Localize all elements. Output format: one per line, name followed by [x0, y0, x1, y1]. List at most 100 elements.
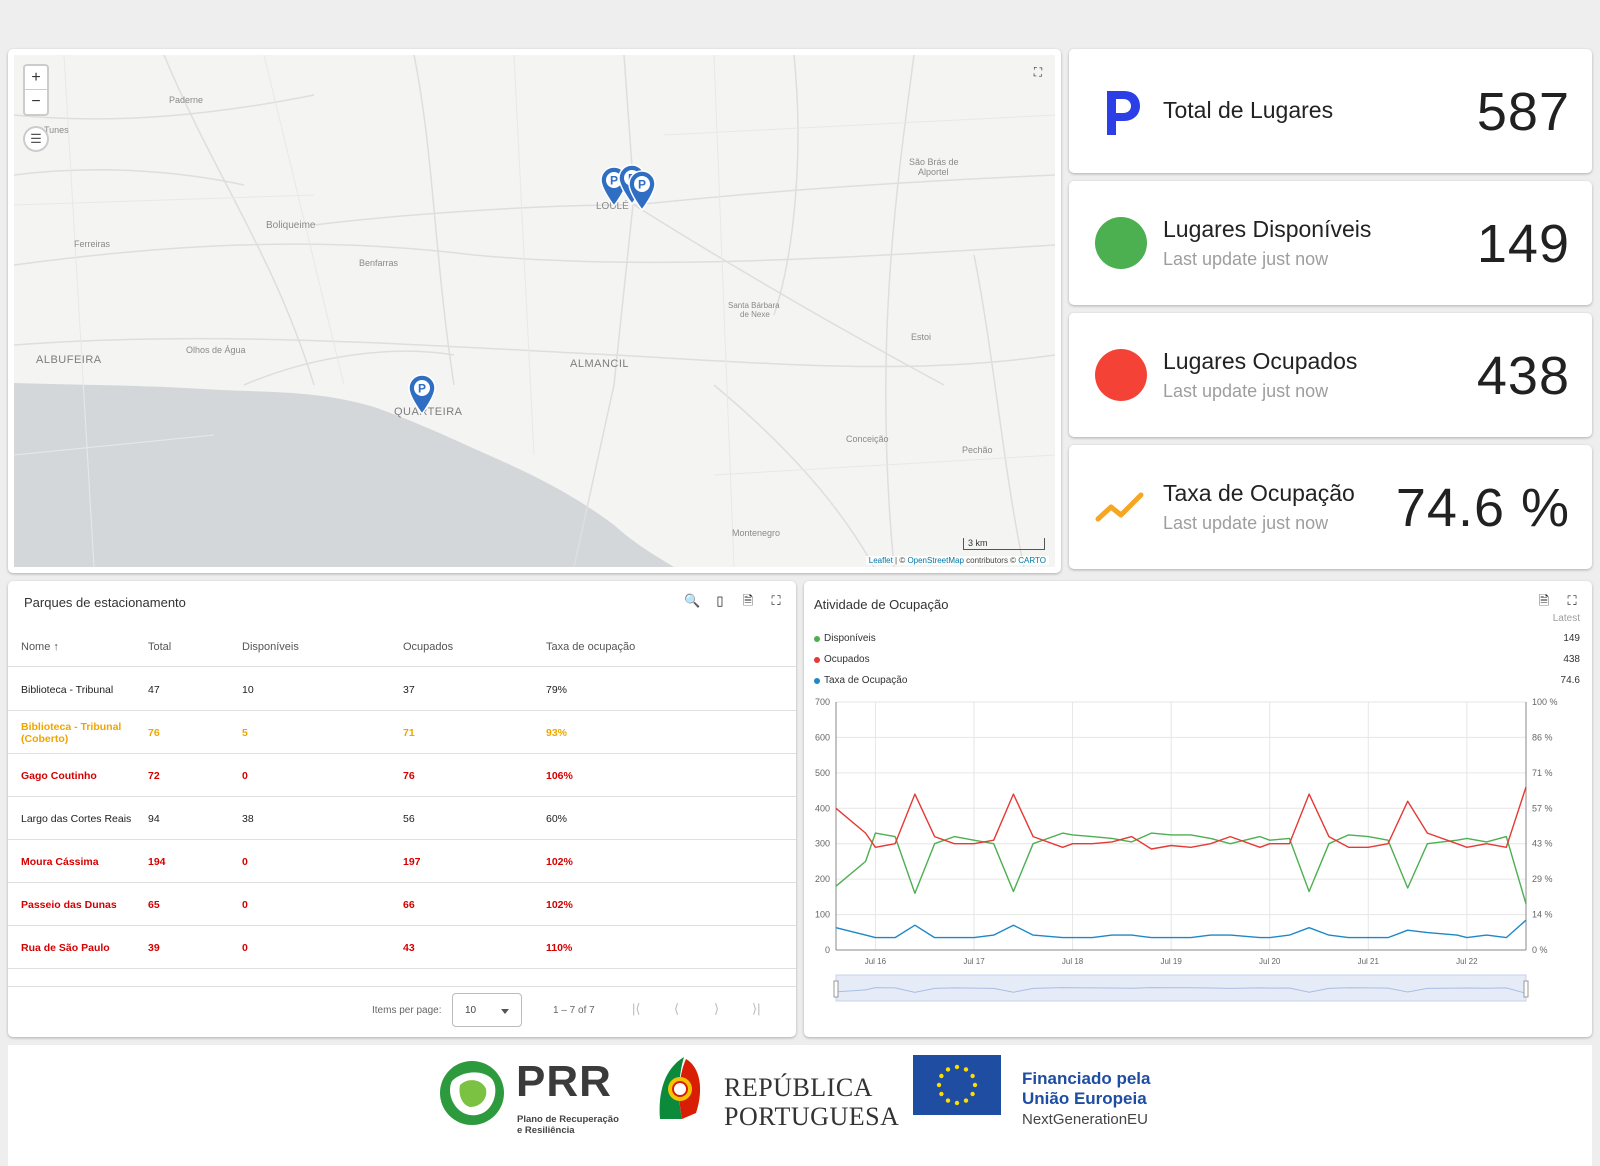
cell-available: 5: [242, 726, 248, 739]
legend-dot-icon: [814, 677, 820, 684]
carto-link[interactable]: CARTO: [1018, 556, 1046, 565]
eu-star-icon: [970, 1091, 975, 1097]
table-row[interactable]: Rua de São Paulo 39 0 43 110%: [8, 926, 796, 969]
parks-table-title: Parques de estacionamento: [24, 595, 186, 610]
y-left-tick-label: 100: [815, 910, 830, 920]
next-page-icon[interactable]: ⟩: [714, 1001, 720, 1016]
table-row[interactable]: Gago Coutinho 72 0 76 106%: [8, 754, 796, 797]
series-line-1: [835, 786, 1527, 850]
map-label-santa-barbara-1: Santa Bárbara: [728, 301, 780, 310]
map-fullscreen-icon[interactable]: ⛶: [1033, 65, 1043, 79]
parking-marker-icon[interactable]: P: [626, 169, 658, 211]
x-tick-label: Jul 21: [1358, 957, 1380, 966]
legend-item[interactable]: Disponíveis: [814, 633, 876, 644]
activity-chart-panel: Atividade de Ocupação 🗎 ⛶ Latest Disponí…: [804, 581, 1592, 1037]
map-label-boliqueime: Boliqueime: [266, 220, 316, 231]
prr-subtitle: Plano de Recuperação e Resiliência: [517, 1114, 619, 1136]
col-header-nome[interactable]: Nome ↑: [21, 627, 59, 667]
map-label-albufeira: ALBUFEIRA: [36, 354, 102, 366]
cell-occupied: 56: [403, 812, 415, 825]
legend-latest-value: 149: [1563, 633, 1580, 644]
export-file-icon[interactable]: 🗎: [742, 593, 754, 608]
columns-icon[interactable]: ▯: [716, 593, 724, 608]
republica-portuguesa-wordmark: REPÚBLICA PORTUGUESA: [724, 1073, 900, 1131]
kpi-available-title: Lugares Disponíveis: [1163, 216, 1372, 242]
fullscreen-icon[interactable]: ⛶: [1567, 593, 1577, 608]
activity-chart-title: Atividade de Ocupação: [814, 597, 949, 612]
cell-total: 94: [148, 812, 160, 825]
kpi-rate-updated: Last update just now: [1163, 513, 1329, 533]
cell-occupied: 76: [403, 769, 415, 782]
col-header-ocupados[interactable]: Ocupados: [403, 641, 454, 653]
zoom-out-button[interactable]: −: [31, 93, 41, 110]
x-tick-label: Jul 20: [1259, 957, 1281, 966]
legend-name: Disponíveis: [824, 633, 876, 644]
green-dot-icon: [1095, 217, 1147, 269]
chart-toolbar: 🗎 ⛶: [1536, 593, 1580, 609]
items-per-page-value: 10: [465, 1005, 477, 1016]
table-row[interactable]: Largo das Cortes Reais 94 38 56 60%: [8, 797, 796, 840]
trending-up-icon: [1095, 492, 1144, 522]
search-icon[interactable]: 🔍: [684, 593, 701, 608]
cell-name: Moura Cássima: [21, 855, 99, 868]
first-page-icon[interactable]: |⟨: [632, 1001, 641, 1016]
map-label-ferreiras: Ferreiras: [74, 239, 111, 249]
map-panel: Paderne Tunes Boliqueime Ferreiras Benfa…: [8, 49, 1061, 573]
navigator-handle-right: [1523, 980, 1529, 998]
eu-star-icon: [970, 1073, 975, 1079]
map-attribution: Leaflet | © OpenStreetMap contributors ©…: [865, 556, 1049, 565]
prev-page-icon[interactable]: ⟨: [674, 1001, 680, 1016]
map-label-olhos-de-agua: Olhos de Água: [186, 345, 246, 355]
cell-rate: 79%: [546, 683, 568, 696]
map-label-almancil: ALMANCIL: [570, 358, 630, 370]
fullscreen-icon[interactable]: ⛶: [771, 593, 781, 608]
map-label-pechao: Pechão: [962, 445, 993, 455]
y-right-tick-label: 86 %: [1532, 732, 1553, 742]
last-page-icon[interactable]: ⟩|: [752, 1001, 761, 1016]
table-row[interactable]: Biblioteca - Tribunal 47 10 37 79%: [8, 668, 796, 711]
leaflet-link[interactable]: Leaflet: [868, 556, 893, 565]
layers-icon[interactable]: ☰: [23, 126, 49, 152]
map-label-montenegro: Montenegro: [732, 528, 781, 538]
items-per-page-select[interactable]: 10: [452, 993, 522, 1027]
osm-link[interactable]: OpenStreetMap: [907, 556, 964, 565]
eu-star-icon: [963, 1067, 969, 1072]
kpi-rate-value: 74.6 %: [1395, 478, 1570, 538]
legend-latest-value: 438: [1563, 654, 1580, 665]
parking-marker-icon[interactable]: P: [406, 373, 438, 415]
x-tick-label: Jul 19: [1160, 957, 1182, 966]
col-header-total[interactable]: Total: [148, 641, 172, 653]
cell-total: 76: [148, 726, 160, 739]
y-left-tick-label: 500: [815, 768, 830, 778]
cell-available: 0: [242, 769, 248, 782]
funding-footer: PRR Plano de Recuperação e Resiliência RE…: [8, 1045, 1592, 1166]
export-file-icon[interactable]: 🗎: [1538, 593, 1550, 608]
parks-table-panel: Parques de estacionamento 🔍 ▯ 🗎 ⛶ Nome ↑…: [8, 581, 796, 1037]
cell-rate: 106%: [546, 769, 573, 782]
activity-line-chart[interactable]: 0 100 200 300 400 500 600 700 0 % 14 % 29 % 43 % 57 …: [804, 581, 1592, 1037]
cell-name: Passeio das Dunas: [21, 898, 117, 911]
map-label-sao-bras-2: Alportel: [918, 167, 949, 177]
attribution-contrib: contributors ©: [963, 556, 1019, 565]
cell-total: 194: [148, 855, 166, 868]
y-right-tick-label: 0 %: [1532, 945, 1548, 955]
parking-map[interactable]: Paderne Tunes Boliqueime Ferreiras Benfa…: [14, 55, 1055, 567]
series-line-0: [835, 832, 1527, 905]
zoom-in-button[interactable]: +: [25, 66, 47, 90]
kpi-occupied-updated: Last update just now: [1163, 381, 1329, 401]
y-right-tick-label: 71 %: [1532, 768, 1553, 778]
cell-total: 39: [148, 941, 160, 954]
table-row[interactable]: Passeio das Dunas 65 0 66 102%: [8, 883, 796, 926]
table-row[interactable]: Moura Cássima 194 0 197 102%: [8, 840, 796, 883]
y-right-tick-label: 14 %: [1532, 910, 1553, 920]
col-header-taxa[interactable]: Taxa de ocupação: [546, 641, 636, 653]
legend-item[interactable]: Ocupados: [814, 654, 870, 665]
table-row[interactable]: Biblioteca - Tribunal (Coberto) 76 5 71 93%: [8, 711, 796, 754]
legend-item[interactable]: Taxa de Ocupação: [814, 675, 907, 686]
legend-dot-icon: [814, 656, 820, 663]
cell-available: 38: [242, 812, 254, 825]
col-header-disponiveis[interactable]: Disponíveis: [242, 641, 299, 653]
x-tick-label: Jul 22: [1456, 957, 1478, 966]
navigator-handle-left: [833, 980, 839, 998]
legend-name: Ocupados: [824, 654, 870, 665]
